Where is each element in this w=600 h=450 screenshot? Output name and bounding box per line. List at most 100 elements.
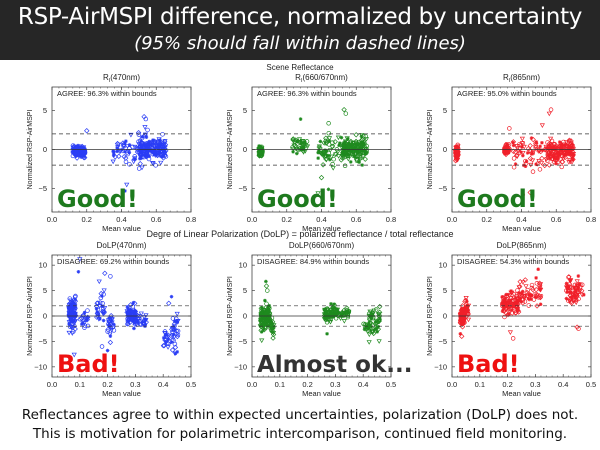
verdict-label: Bad! xyxy=(57,350,120,378)
data-point xyxy=(169,326,175,331)
data-point xyxy=(169,347,176,353)
data-point xyxy=(127,162,132,167)
data-point xyxy=(82,325,87,330)
data-point xyxy=(366,310,373,316)
data-point xyxy=(153,163,158,168)
data-point xyxy=(533,143,538,148)
y-tick-label: 0 xyxy=(43,145,47,154)
data-point xyxy=(85,308,90,313)
data-point xyxy=(171,338,176,343)
data-point xyxy=(174,311,180,317)
data-point xyxy=(122,155,129,161)
data-point xyxy=(513,300,518,305)
data-point xyxy=(151,145,158,150)
data-point xyxy=(106,320,112,325)
data-point xyxy=(261,327,267,333)
data-point xyxy=(517,278,523,285)
data-point xyxy=(320,162,326,168)
data-point xyxy=(538,302,543,307)
data-point xyxy=(342,163,348,169)
data-point xyxy=(538,295,544,301)
y-axis-label: Normalized RSP-AirMSPI xyxy=(227,110,234,190)
data-point xyxy=(74,145,78,149)
data-point xyxy=(345,312,352,318)
data-point xyxy=(300,150,307,155)
data-point xyxy=(376,309,383,316)
data-point xyxy=(359,133,365,138)
data-point xyxy=(539,155,545,162)
x-tick-label: 0.0 xyxy=(447,215,457,224)
data-point xyxy=(332,302,336,307)
data-point xyxy=(134,312,141,318)
data-point xyxy=(502,145,507,149)
slide-header: RSP-AirMSPI difference, normalized by un… xyxy=(0,0,600,60)
data-point xyxy=(78,315,85,322)
data-point xyxy=(134,146,140,152)
data-point xyxy=(127,146,132,151)
data-point xyxy=(565,290,569,295)
data-point xyxy=(505,311,511,318)
data-point xyxy=(270,330,277,336)
data-point xyxy=(364,325,369,329)
data-point xyxy=(549,142,554,147)
data-point xyxy=(316,150,320,155)
data-point xyxy=(263,283,270,289)
data-point xyxy=(114,140,121,147)
data-point xyxy=(329,302,333,306)
data-point xyxy=(324,320,330,325)
data-point xyxy=(536,295,541,300)
data-point xyxy=(102,306,108,311)
data-point xyxy=(554,161,558,166)
data-point xyxy=(519,150,523,154)
x-tick-label: 0.4 xyxy=(158,380,168,389)
data-point xyxy=(517,290,521,295)
data-point xyxy=(562,153,567,158)
data-point xyxy=(335,312,341,319)
data-point xyxy=(76,143,80,148)
y-axis-label: Normalized RSP-AirMSPI xyxy=(427,276,434,356)
data-point xyxy=(501,295,507,301)
data-point xyxy=(173,327,177,332)
data-point xyxy=(521,296,527,301)
data-point xyxy=(502,314,507,320)
x-tick-label: 0.0 xyxy=(47,380,57,389)
data-point xyxy=(342,139,349,145)
data-point xyxy=(136,166,142,171)
data-point xyxy=(455,157,461,163)
y-tick-label: 5 xyxy=(43,286,47,295)
data-point xyxy=(362,156,368,162)
data-point xyxy=(376,319,383,324)
data-point xyxy=(271,323,277,328)
data-point xyxy=(102,270,108,276)
data-point xyxy=(523,164,528,169)
data-point xyxy=(149,140,155,146)
y-tick-label: 0 xyxy=(243,312,247,321)
x-tick-label: 0.2 xyxy=(302,380,312,389)
data-point xyxy=(463,298,469,303)
data-point xyxy=(321,149,327,156)
data-point xyxy=(517,298,522,303)
footer-line-1: Reflectances agree to within expected un… xyxy=(21,407,579,423)
data-point xyxy=(259,330,264,334)
data-point xyxy=(341,319,347,324)
data-point xyxy=(172,319,177,323)
y-tick-label: 0 xyxy=(243,145,247,154)
y-tick-label: −10 xyxy=(34,362,47,371)
data-point xyxy=(342,142,349,147)
y-tick-label: −5 xyxy=(38,337,47,346)
x-tick-label: 0.2 xyxy=(102,380,112,389)
data-point xyxy=(455,148,460,153)
data-point xyxy=(146,143,153,150)
data-point xyxy=(263,298,267,303)
data-point xyxy=(328,317,334,323)
data-point xyxy=(569,295,574,300)
chart-panel-6: DoLP(865nm) 0.0 0.1 0.2 0.3 0.4 0.5 −10 −5 0 5 10 Me… xyxy=(427,241,596,398)
data-point xyxy=(458,331,463,336)
data-point xyxy=(508,298,513,303)
data-point xyxy=(115,146,119,150)
data-point xyxy=(325,310,331,315)
data-point xyxy=(519,291,524,296)
data-point xyxy=(166,337,171,341)
data-point xyxy=(511,292,517,297)
y-tick-label: 5 xyxy=(443,286,447,295)
